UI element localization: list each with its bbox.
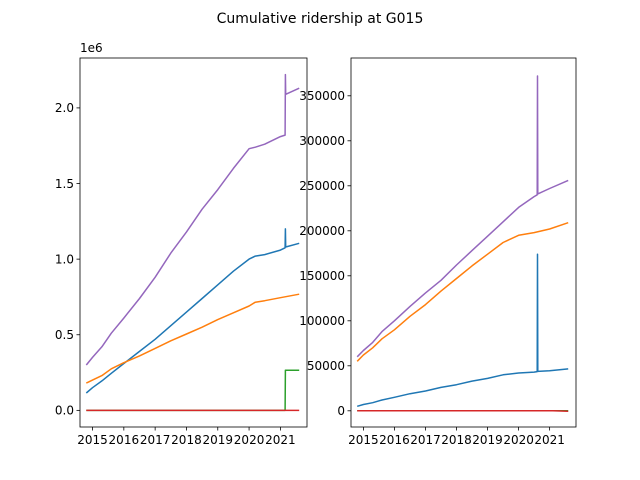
y-tick-label: 2.0 — [55, 101, 74, 115]
right-chart-panel: 2015 2016 2017 2018 2019 2020 2021 0 50000 100000… — [299, 57, 577, 447]
series-line-1 — [85, 228, 300, 394]
y-tick-label: 350000 — [299, 89, 345, 103]
x-tick-label: 2020 — [234, 433, 265, 447]
series-line-5 — [356, 75, 569, 358]
x-tick-label: 2015 — [348, 433, 379, 447]
series-line-4 — [357, 410, 569, 413]
x-tick-label: 2018 — [171, 433, 202, 447]
x-tick-label: 2021 — [534, 433, 565, 447]
x-tick-label: 2016 — [379, 433, 410, 447]
x-tick-label: 2017 — [410, 433, 441, 447]
figure-title: Cumulative ridership at G015 — [217, 11, 424, 27]
x-tick-label: 2021 — [265, 433, 296, 447]
y-tick-label: 150000 — [299, 269, 345, 283]
y-tick-label: 50000 — [307, 359, 345, 373]
y-tick-label: 0.5 — [55, 328, 74, 342]
x-tick-label: 2019 — [472, 433, 503, 447]
x-tick-label: 2019 — [202, 433, 233, 447]
series-line-1 — [356, 253, 569, 408]
series-line-5 — [85, 73, 300, 366]
series-line-2 — [356, 221, 569, 362]
y-tick-label: 200000 — [299, 224, 345, 238]
y-tick-label: 0.0 — [55, 404, 74, 418]
axes-frame — [79, 57, 308, 428]
x-tick-label: 2017 — [140, 433, 171, 447]
x-tick-label: 2018 — [441, 433, 472, 447]
y-tick-label: 1.0 — [55, 252, 74, 266]
y-tick-label: 250000 — [299, 179, 345, 193]
y-tick-label: 100000 — [299, 314, 345, 328]
axes-frame — [350, 57, 577, 428]
left-chart-panel: 2015 2016 2017 2018 2019 2020 2021 0.0 0.5 1.0 1.5… — [55, 41, 308, 447]
y-offset-text: 1e6 — [80, 41, 103, 55]
x-tick-label: 2016 — [109, 433, 140, 447]
y-tick-label: 300000 — [299, 134, 345, 148]
x-tick-label: 2015 — [77, 433, 108, 447]
x-tick-label: 2020 — [503, 433, 534, 447]
y-tick-label: 0 — [337, 404, 345, 418]
series-line-2 — [85, 293, 300, 384]
y-tick-label: 1.5 — [55, 177, 74, 191]
